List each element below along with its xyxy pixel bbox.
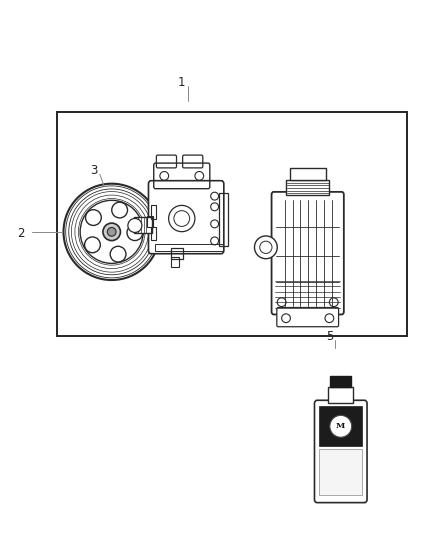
- Ellipse shape: [254, 236, 277, 259]
- Bar: [328, 387, 353, 403]
- Text: M: M: [336, 422, 346, 430]
- Text: 3: 3: [91, 164, 98, 177]
- Bar: [171, 248, 183, 259]
- Bar: [219, 193, 228, 246]
- Ellipse shape: [128, 219, 142, 232]
- Bar: [57, 112, 407, 336]
- Bar: [319, 449, 362, 495]
- Ellipse shape: [103, 223, 120, 240]
- Bar: [330, 376, 351, 387]
- Text: 5: 5: [326, 330, 333, 343]
- Bar: [286, 180, 329, 195]
- Ellipse shape: [330, 415, 352, 437]
- Bar: [57, 112, 407, 336]
- Bar: [134, 217, 152, 233]
- Ellipse shape: [107, 228, 116, 236]
- Bar: [155, 244, 223, 251]
- Bar: [147, 216, 153, 227]
- Text: 2: 2: [17, 228, 25, 240]
- FancyBboxPatch shape: [148, 181, 224, 254]
- Bar: [151, 205, 156, 219]
- Bar: [171, 257, 179, 266]
- FancyBboxPatch shape: [272, 192, 344, 314]
- Text: 1: 1: [178, 76, 186, 89]
- Bar: [290, 168, 326, 180]
- Bar: [319, 406, 362, 447]
- FancyBboxPatch shape: [277, 308, 339, 327]
- FancyBboxPatch shape: [314, 400, 367, 503]
- Bar: [151, 227, 156, 240]
